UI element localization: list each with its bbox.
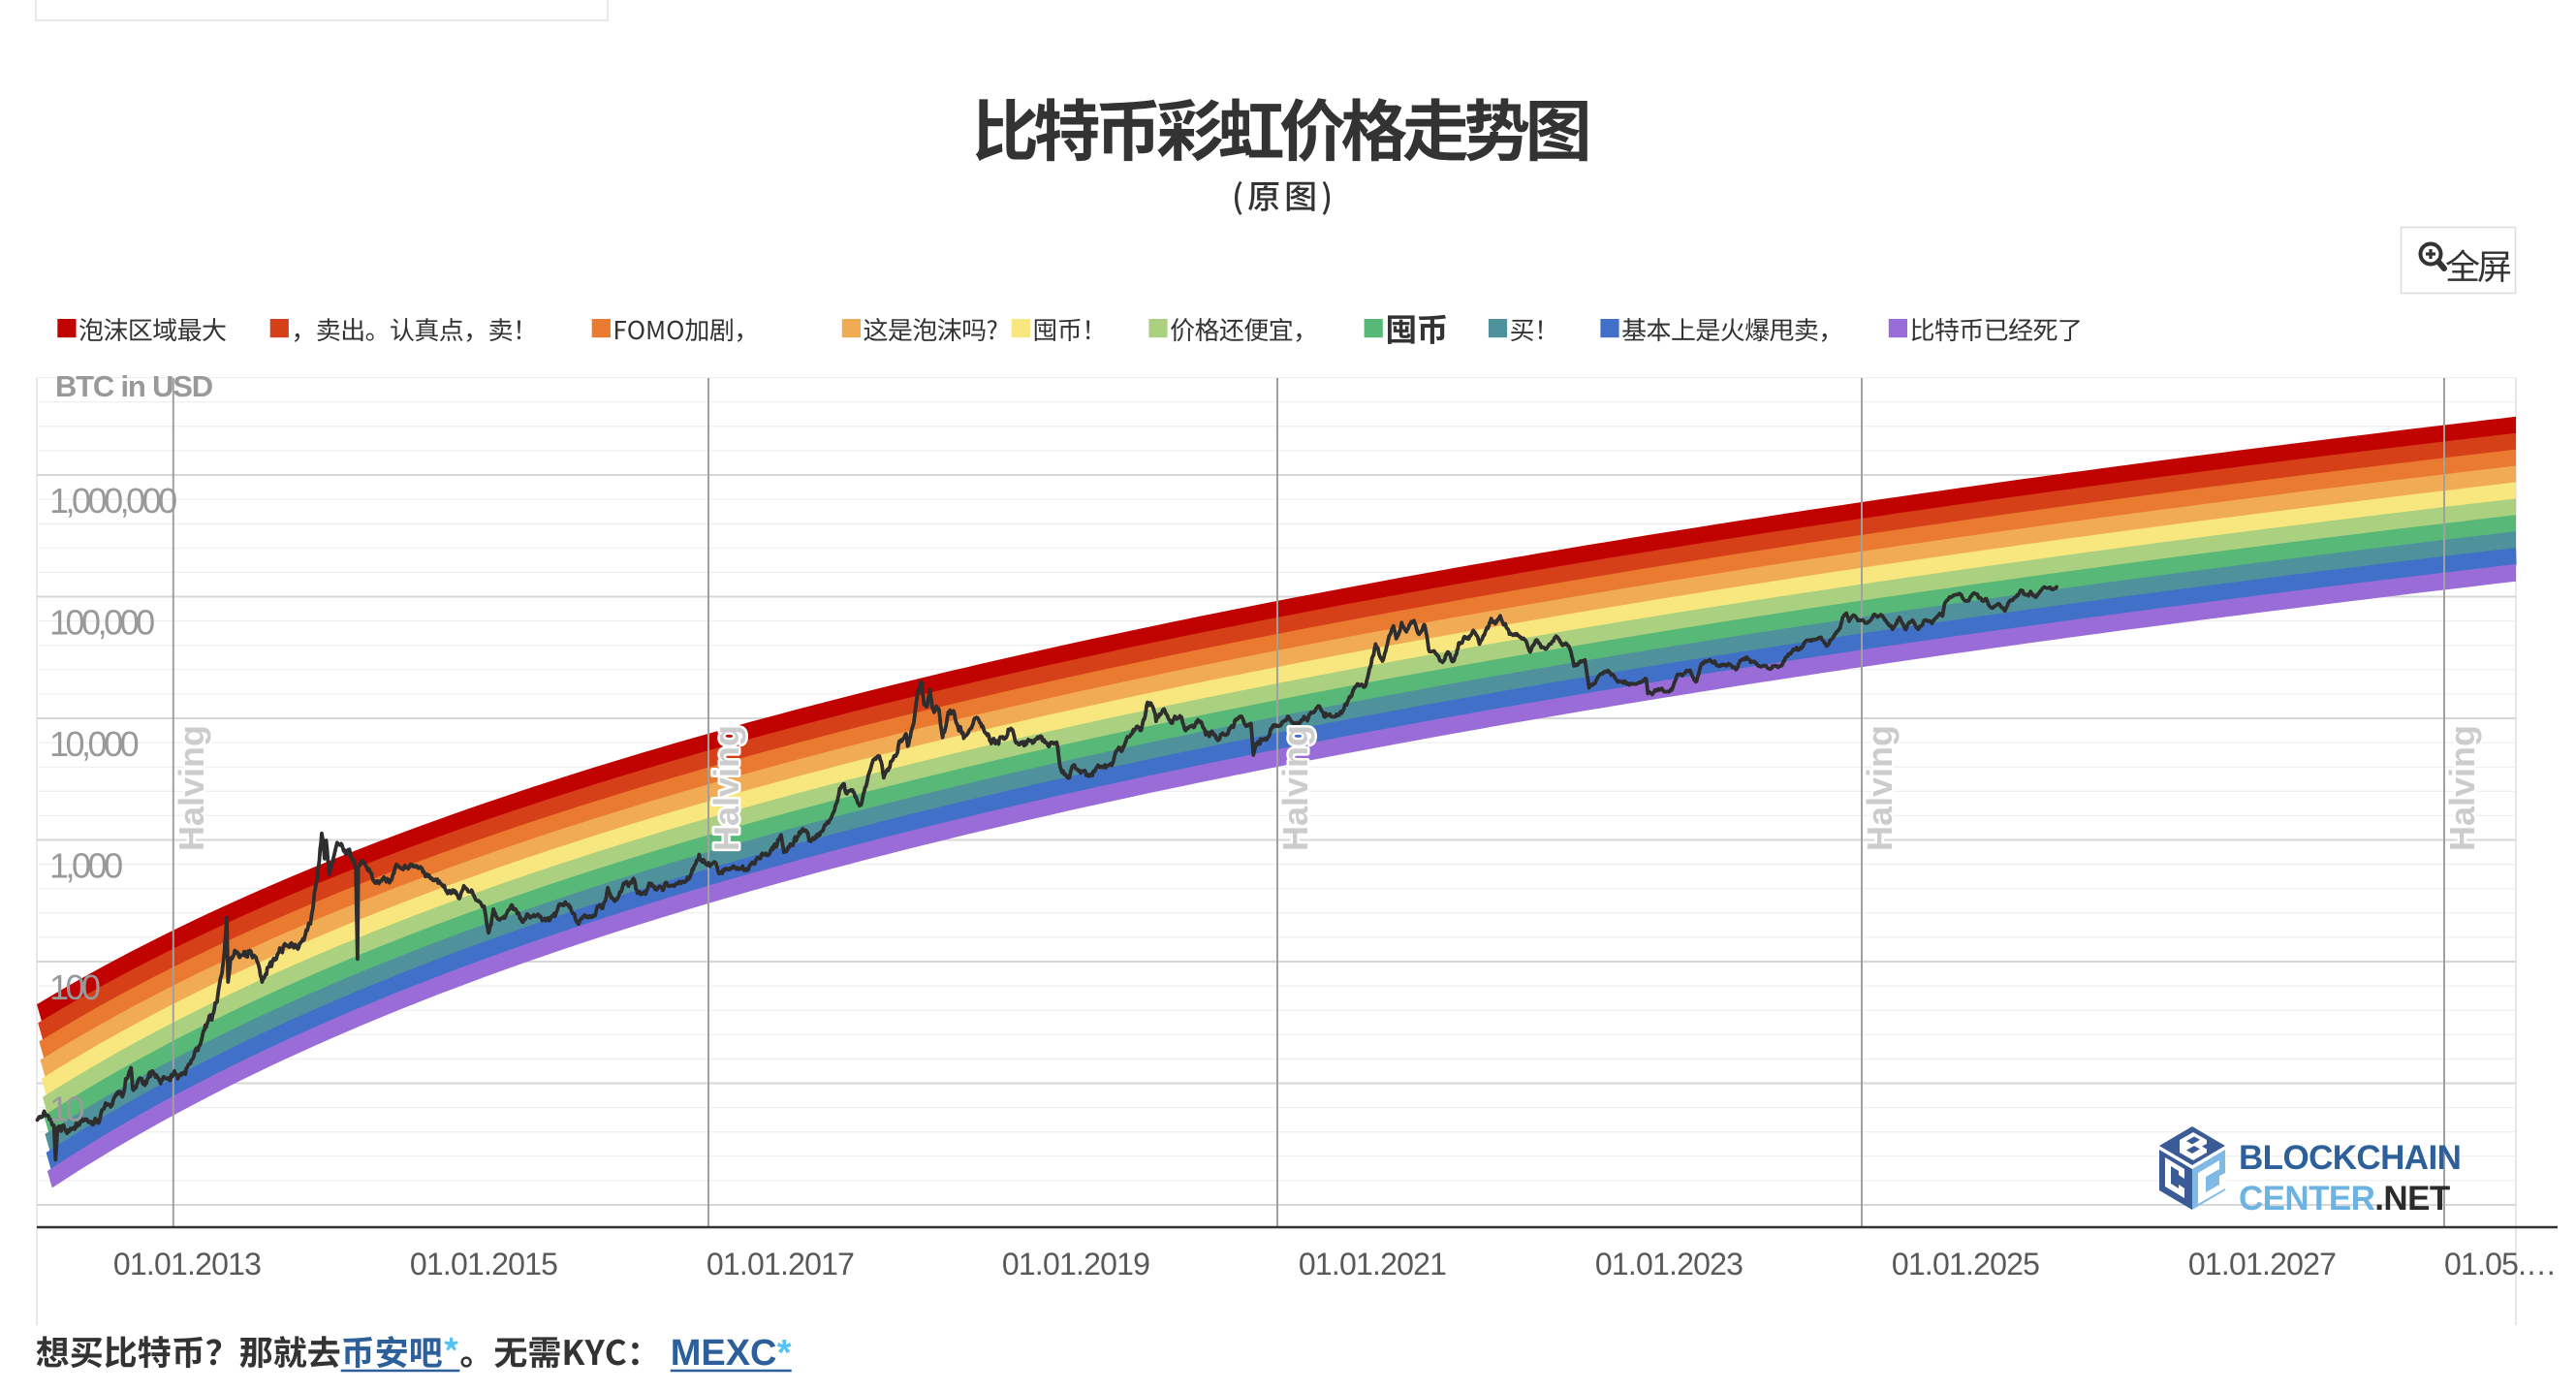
svg-text:*: * [777,1333,792,1374]
svg-text:01.01.2021: 01.01.2021 [1299,1247,1446,1281]
svg-text:Halving: Halving [707,725,746,851]
svg-text:Halving: Halving [1860,725,1900,851]
svg-text:1,000: 1,000 [49,846,122,886]
svg-text:100,000: 100,000 [49,603,154,643]
svg-text:BTC in USD: BTC in USD [55,369,213,403]
svg-text:01.01.2017: 01.01.2017 [707,1247,854,1281]
svg-text:01.01.2025: 01.01.2025 [1892,1247,2039,1281]
svg-text:01.05.…: 01.05.… [2444,1247,2556,1281]
svg-text:01.01.2013: 01.01.2013 [113,1247,261,1281]
svg-text:MEXC: MEXC [671,1333,777,1374]
svg-text:100: 100 [49,967,100,1007]
svg-text:10: 10 [49,1090,84,1129]
svg-text:Halving: Halving [2442,725,2482,851]
svg-text:01.01.2023: 01.01.2023 [1595,1247,1743,1281]
svg-text:10,000: 10,000 [49,724,139,764]
svg-text:01.01.2019: 01.01.2019 [1002,1247,1149,1281]
svg-text:CENTER.NET: CENTER.NET [2239,1180,2450,1218]
svg-text:BLOCKCHAIN: BLOCKCHAIN [2239,1139,2461,1177]
svg-text:01.01.2027: 01.01.2027 [2188,1247,2336,1281]
svg-text:1,000,000: 1,000,000 [49,481,176,521]
svg-text:Halving: Halving [1275,725,1315,851]
svg-text:Halving: Halving [172,725,211,851]
svg-text:01.01.2015: 01.01.2015 [410,1247,557,1281]
